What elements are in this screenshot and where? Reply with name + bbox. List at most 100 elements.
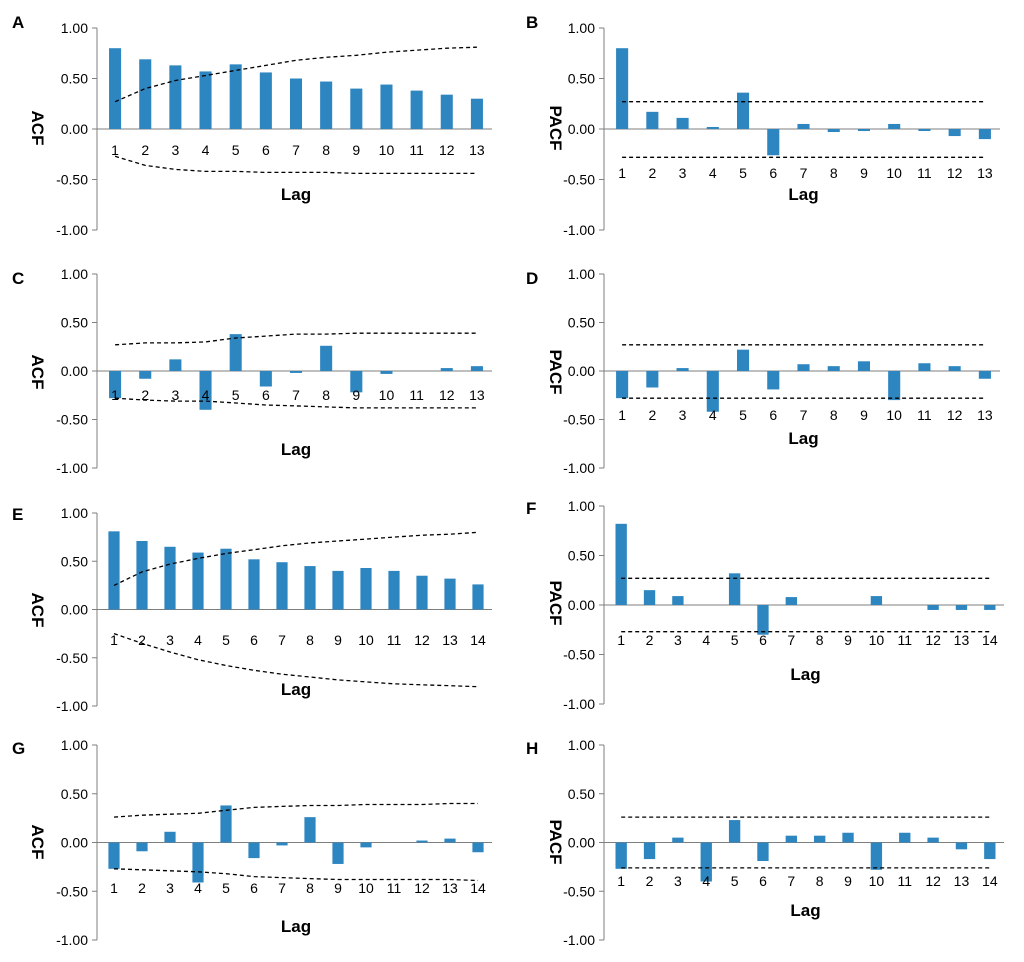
bar-lag-4: [192, 842, 204, 883]
x-tick-label: 10: [379, 387, 395, 403]
panel-letter: G: [12, 739, 25, 758]
bar-lag-3: [672, 596, 684, 605]
y-axis-title: ACF: [28, 825, 47, 860]
x-tick-label: 6: [250, 632, 258, 648]
x-tick-label: 5: [222, 880, 230, 896]
x-tick-label: 8: [830, 165, 838, 181]
x-tick-label: 8: [322, 387, 330, 403]
bar-lag-13: [444, 838, 456, 843]
y-tick-label: 0.00: [568, 835, 595, 851]
bar-lag-1: [615, 842, 627, 869]
x-tick-label: 9: [860, 165, 868, 181]
y-tick-label: 1.00: [61, 505, 88, 521]
bar-lag-6: [259, 72, 272, 129]
x-tick-label: 7: [292, 387, 300, 403]
x-tick-label: 13: [442, 632, 458, 648]
x-tick-label: 6: [262, 142, 270, 158]
panel-letter: C: [12, 269, 24, 288]
x-tick-label: 2: [646, 632, 654, 648]
bar-lag-1: [109, 371, 122, 399]
x-tick-label: 6: [250, 880, 258, 896]
bar-lag-12: [440, 94, 453, 129]
x-tick-label: 9: [860, 407, 868, 423]
x-axis-title: Lag: [281, 440, 311, 459]
y-axis-title: PACF: [546, 819, 565, 864]
bar-lag-14: [984, 605, 996, 610]
lower-confidence-bound: [115, 397, 477, 409]
y-tick-label: -0.50: [563, 412, 595, 428]
bar-lag-1: [108, 842, 120, 869]
x-tick-label: 9: [334, 880, 342, 896]
bar-lag-5: [728, 820, 741, 843]
panel-letter: F: [526, 499, 536, 518]
bar-lag-1: [616, 48, 629, 130]
x-tick-label: 8: [306, 632, 314, 648]
y-tick-label: -0.50: [56, 172, 88, 188]
y-tick-label: 0.00: [61, 602, 88, 618]
bar-lag-10: [888, 123, 901, 129]
bar-lag-8: [320, 345, 333, 371]
lower-confidence-bound: [113, 868, 479, 882]
bar-lag-7: [276, 842, 288, 846]
upper-confidence-bound: [114, 46, 477, 103]
bar-lag-5: [229, 64, 242, 129]
bar-lag-2: [136, 540, 148, 610]
bar-lag-10: [360, 568, 372, 610]
x-tick-label: 13: [954, 873, 970, 889]
bar-lag-11: [410, 90, 423, 129]
bar-lag-2: [139, 371, 152, 379]
x-tick-label: 8: [830, 407, 838, 423]
x-tick-label: 4: [702, 873, 710, 889]
x-tick-label: 10: [886, 165, 902, 181]
bar-lag-7: [797, 364, 810, 371]
bar-lag-10: [888, 371, 901, 401]
y-tick-label: -0.50: [56, 412, 88, 428]
x-tick-label: 1: [110, 632, 118, 648]
x-tick-label: 8: [816, 632, 824, 648]
x-tick-label: 3: [166, 632, 174, 648]
x-tick-label: 12: [414, 632, 430, 648]
x-tick-label: 13: [977, 407, 993, 423]
x-tick-label: 1: [618, 165, 626, 181]
y-tick-label: 0.50: [568, 548, 595, 564]
x-tick-label: 2: [646, 873, 654, 889]
bar-lag-13: [955, 605, 968, 610]
bar-lag-12: [440, 368, 453, 371]
x-tick-label: 7: [800, 407, 808, 423]
y-tick-label: -0.50: [56, 650, 88, 666]
bar-lag-6: [248, 559, 260, 610]
y-tick-label: 1.00: [568, 20, 595, 36]
y-tick-label: 0.00: [61, 363, 88, 379]
bar-lag-7: [797, 123, 810, 129]
bar-lag-13: [470, 98, 483, 129]
x-tick-label: 5: [739, 165, 747, 181]
x-tick-label: 2: [138, 632, 146, 648]
bar-lag-2: [646, 111, 659, 129]
x-tick-label: 8: [322, 142, 330, 158]
bar-lag-10: [870, 842, 883, 870]
bar-lag-5: [220, 805, 232, 843]
x-tick-label: 4: [709, 407, 717, 423]
y-tick-label: 0.00: [568, 121, 595, 137]
bar-lag-1: [109, 48, 122, 130]
y-tick-label: -1.00: [56, 698, 88, 714]
bar-lag-10: [380, 371, 393, 374]
y-tick-label: 1.00: [61, 266, 88, 282]
x-tick-label: 9: [352, 142, 360, 158]
bar-lag-4: [700, 842, 712, 882]
bar-lag-5: [220, 548, 232, 610]
y-tick-label: 0.50: [61, 786, 88, 802]
y-axis-title: ACF: [28, 355, 47, 390]
x-tick-label: 14: [470, 632, 486, 648]
x-tick-label: 2: [141, 387, 149, 403]
y-tick-label: -0.50: [563, 883, 595, 899]
x-tick-label: 3: [674, 873, 682, 889]
x-tick-label: 4: [194, 632, 202, 648]
x-tick-label: 14: [982, 632, 998, 648]
x-tick-label: 10: [358, 880, 374, 896]
bar-lag-5: [728, 573, 741, 605]
bar-lag-4: [706, 126, 719, 129]
x-tick-label: 1: [110, 880, 118, 896]
y-tick-label: 0.00: [568, 363, 595, 379]
